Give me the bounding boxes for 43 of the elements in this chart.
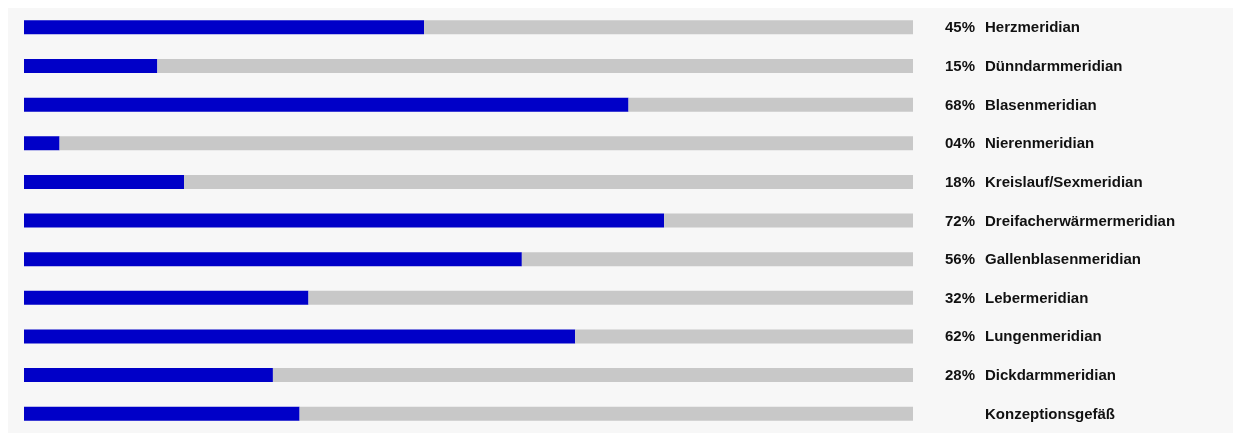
bar: [24, 97, 629, 112]
y-tick-label: Herzmeridian: [985, 18, 1081, 36]
bar: [664, 213, 913, 228]
y-tick-label: Lebermeridian: [985, 288, 1089, 306]
bar: [628, 97, 913, 112]
bar: [24, 59, 158, 73]
y-tick-label: Dünndarmmeridian: [985, 56, 1123, 74]
bar: [24, 213, 665, 228]
y-tick-label: Nierenmeridian: [985, 134, 1095, 152]
bar: [521, 252, 913, 267]
bar: [184, 174, 913, 189]
y-tick-label: Dreifacherwärmermeridian: [985, 211, 1176, 229]
bar: [24, 329, 576, 344]
bar: [308, 290, 913, 305]
y-tick-label: Blasenmeridian: [985, 95, 1097, 113]
data-label: 72%: [944, 211, 975, 229]
bar: [24, 406, 300, 421]
y-tick-label: Konzeptionsgefäß: [985, 404, 1115, 422]
y-tick-label: Kreislauf/Sexmeridian: [985, 172, 1143, 190]
bar: [24, 252, 522, 267]
data-label: 45%: [944, 18, 975, 36]
bar: [157, 59, 913, 73]
y-tick-label: Gallenblasenmeridian: [985, 250, 1141, 268]
bar: [24, 136, 60, 151]
y-tick-label: Dickdarmmeridian: [985, 366, 1116, 384]
bar: [24, 174, 185, 189]
data-label: 18%: [944, 172, 975, 190]
bar: [424, 20, 913, 35]
bar: [272, 368, 913, 383]
data-label: 56%: [944, 250, 975, 268]
bar: [299, 406, 913, 421]
bar: [24, 290, 309, 305]
data-label: 15%: [944, 56, 975, 74]
data-label: 62%: [944, 327, 975, 345]
bar: [24, 20, 425, 35]
data-label: 32%: [944, 288, 975, 306]
y-tick-label: Lungenmeridian: [985, 327, 1102, 345]
data-label: 28%: [944, 366, 975, 384]
bar: [575, 329, 913, 344]
bar: [24, 368, 273, 383]
data-label: 04%: [944, 134, 975, 152]
data-label: 68%: [944, 95, 975, 113]
bar: [59, 136, 913, 151]
